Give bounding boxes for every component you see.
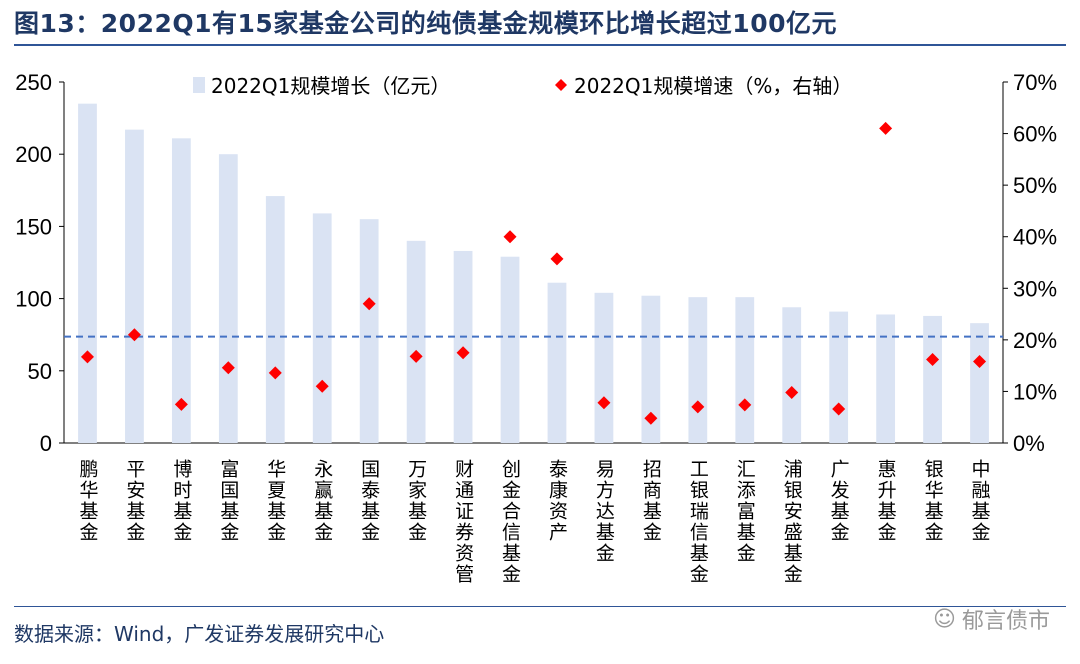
x-tick-label: 创金合信基金 <box>499 459 521 585</box>
bar <box>594 292 614 443</box>
scatter-point <box>174 397 188 411</box>
bar <box>735 297 755 443</box>
watermark-text: 郁言债市 <box>961 609 1050 634</box>
bar <box>218 154 238 443</box>
x-tick-label: 汇添富基金 <box>734 459 756 564</box>
bar <box>265 196 285 443</box>
scatter-point <box>503 230 517 244</box>
y-left-tick-label: 50 <box>28 359 52 384</box>
y-right-tick-label: 50% <box>1013 173 1057 198</box>
y-right-tick-label: 70% <box>1013 70 1057 95</box>
scatter-point <box>456 346 470 360</box>
y-left-tick-label: 100 <box>15 287 52 312</box>
scatter-point <box>362 297 376 311</box>
y-left-tick-label: 200 <box>15 142 52 167</box>
x-tick-label: 富国基金 <box>217 459 239 543</box>
bar <box>312 213 332 443</box>
x-tick-label: 中融基金 <box>969 459 991 543</box>
wechat-icon: ☺ <box>933 606 956 632</box>
scatter-point <box>409 349 423 363</box>
source-note: 数据来源：Wind，广发证券发展研究中心 <box>14 622 385 646</box>
y-right-tick-label: 40% <box>1013 225 1057 250</box>
watermark: ☺ 郁言债市 <box>933 603 1050 635</box>
bar <box>876 314 896 443</box>
legend-swatch-bar <box>193 77 205 93</box>
bar <box>78 103 97 443</box>
bar-scatter-chart: 0 50 100 150 200 250 0% 10% 20% 30% 40% 50% 60% 70% 鹏华… <box>15 70 1057 585</box>
x-tick-label: 浦银安盛基金 <box>781 459 803 585</box>
scatter-point <box>597 396 611 410</box>
x-tick-label: 国泰基金 <box>358 459 380 543</box>
title-divider <box>14 44 1066 46</box>
bar <box>500 256 520 443</box>
bar <box>829 311 849 443</box>
scatter-point <box>315 379 329 393</box>
scatter-point <box>832 402 846 416</box>
y-right-tick-label: 20% <box>1013 328 1057 353</box>
y-right-tick-label: 60% <box>1013 122 1057 147</box>
y-right-tick-label: 30% <box>1013 276 1057 301</box>
chart-title: 图13：2022Q1有15家基金公司的纯债基金规模环比增长超过100亿元 <box>14 9 837 38</box>
scatter-point <box>785 385 799 399</box>
x-tick-label: 泰康资产 <box>546 459 568 543</box>
scatter-point <box>221 361 235 375</box>
x-tick-label: 易方达基金 <box>593 459 615 564</box>
bar <box>359 219 379 443</box>
y-left-tick-label: 0 <box>40 431 52 456</box>
scatter-point <box>879 121 893 135</box>
x-tick-label: 银华基金 <box>922 459 944 543</box>
scatter-point <box>926 352 940 366</box>
bar <box>171 138 191 444</box>
scatter-point <box>738 398 752 412</box>
bar <box>641 295 661 443</box>
x-tick-label: 博时基金 <box>170 459 192 543</box>
source-divider <box>14 606 1066 607</box>
x-tick-label: 华夏基金 <box>264 459 286 543</box>
scatter-point <box>973 355 987 369</box>
x-tick-label: 财通证券资管 <box>452 459 474 585</box>
bar <box>406 240 426 443</box>
bar <box>547 282 567 443</box>
y-left-tick-label: 250 <box>15 70 52 95</box>
y-right-tick-label: 10% <box>1013 379 1057 404</box>
scatter-point <box>80 350 94 364</box>
bar <box>970 323 989 443</box>
legend-label-bar: 2022Q1规模增长（亿元） <box>211 74 450 98</box>
x-tick-label: 工银瑞信基金 <box>687 459 709 585</box>
x-tick-label: 广发基金 <box>828 459 850 543</box>
bar <box>125 129 144 444</box>
x-tick-label: 平安基金 <box>123 459 145 543</box>
legend-swatch-scatter <box>555 79 567 91</box>
bar <box>923 315 942 443</box>
scatter-point <box>127 328 141 342</box>
x-tick-label: 万家基金 <box>405 459 427 543</box>
x-tick-label: 惠升基金 <box>875 459 897 543</box>
x-tick-label: 招商基金 <box>640 459 662 543</box>
scatter-point <box>691 400 705 414</box>
scatter-point <box>550 252 564 266</box>
x-tick-label: 鹏华基金 <box>76 459 98 543</box>
legend-label-scatter: 2022Q1规模增速（%，右轴） <box>574 74 852 98</box>
bar <box>688 297 708 443</box>
bar <box>782 307 802 443</box>
x-tick-label: 永赢基金 <box>311 459 333 543</box>
y-right-tick-label: 0% <box>1013 431 1045 456</box>
y-left-tick-label: 150 <box>15 214 52 239</box>
scatter-point <box>268 366 282 380</box>
scatter-point <box>644 411 658 425</box>
